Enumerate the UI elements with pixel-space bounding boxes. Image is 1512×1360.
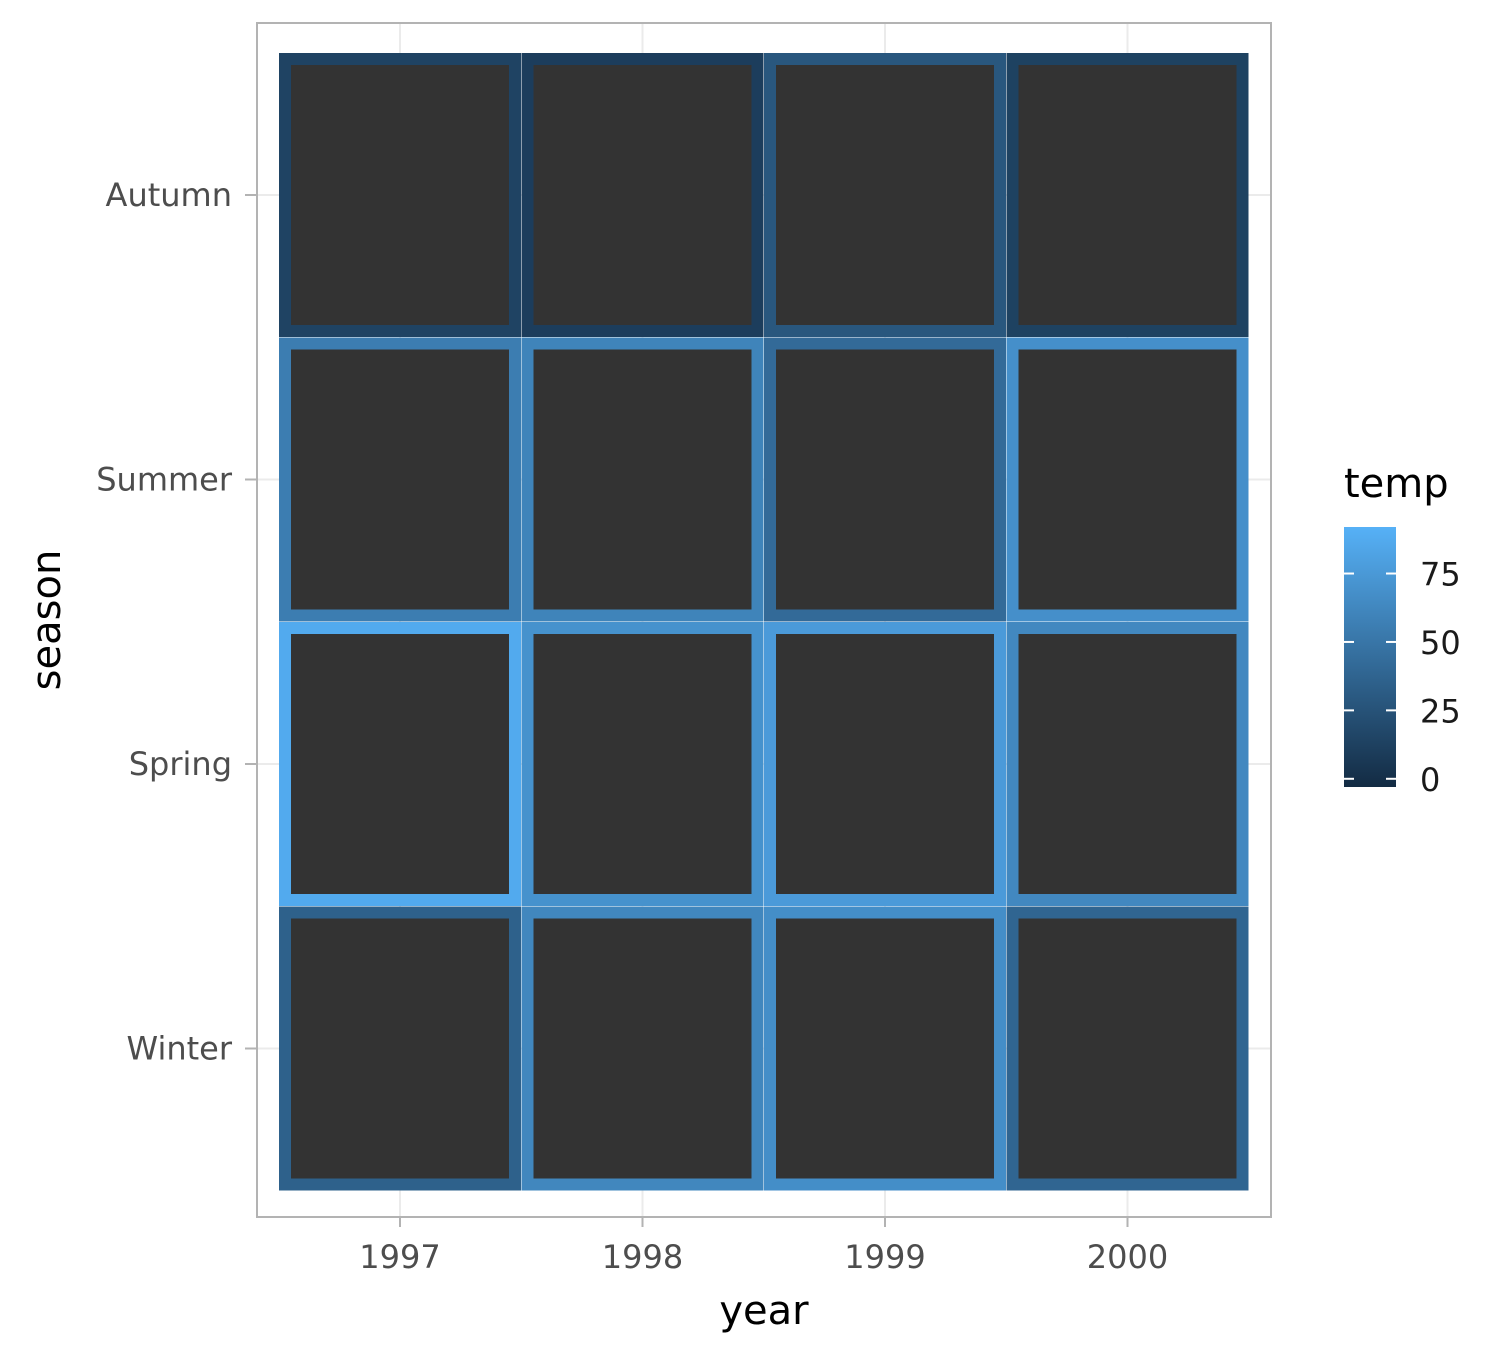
panel-border [256,22,1272,1218]
heatmap-tile [764,53,1006,337]
y-tick-label: Summer [96,461,233,499]
heatmap-tile [1006,337,1249,622]
x-tick-label: 1997 [359,1238,440,1276]
legend-label: 50 [1420,624,1461,662]
heatmap-tile [521,53,764,337]
y-axis-title: season [24,550,70,691]
x-axis: 1997 1998 1999 2000 [359,1217,1168,1276]
legend-label: 25 [1420,692,1461,730]
heatmap-tile [521,906,764,1191]
heatmap-tile [764,337,1006,622]
heatmap-tile [279,906,521,1191]
heatmap-tile [279,622,521,906]
legend-label: 0 [1420,761,1440,799]
heatmap-tile [521,337,764,622]
heatmap-tile [279,337,521,622]
x-axis-title: year [719,1288,809,1334]
heatmap-tile [279,53,521,337]
x-tick-label: 1999 [844,1238,925,1276]
heatmap-tile [764,622,1006,906]
heatmap-tile [1006,53,1249,337]
y-tick-label: Autumn [106,176,232,214]
heatmap-tile [1006,622,1249,906]
legend: temp 0 25 50 75 [1344,461,1461,799]
x-tick-label: 2000 [1087,1238,1168,1276]
heatmap-tile [521,622,764,906]
y-tick-label: Spring [129,745,232,783]
y-tick-label: Winter [127,1030,233,1068]
legend-colorbar [1344,527,1396,787]
heatmap-tile [1006,906,1249,1191]
heatmap-tile [764,906,1006,1191]
x-tick-label: 1998 [602,1238,683,1276]
tiles [279,53,1249,1191]
y-axis: Autumn Summer Spring Winter [96,176,257,1068]
legend-title: temp [1344,461,1449,507]
legend-label: 75 [1420,556,1461,594]
